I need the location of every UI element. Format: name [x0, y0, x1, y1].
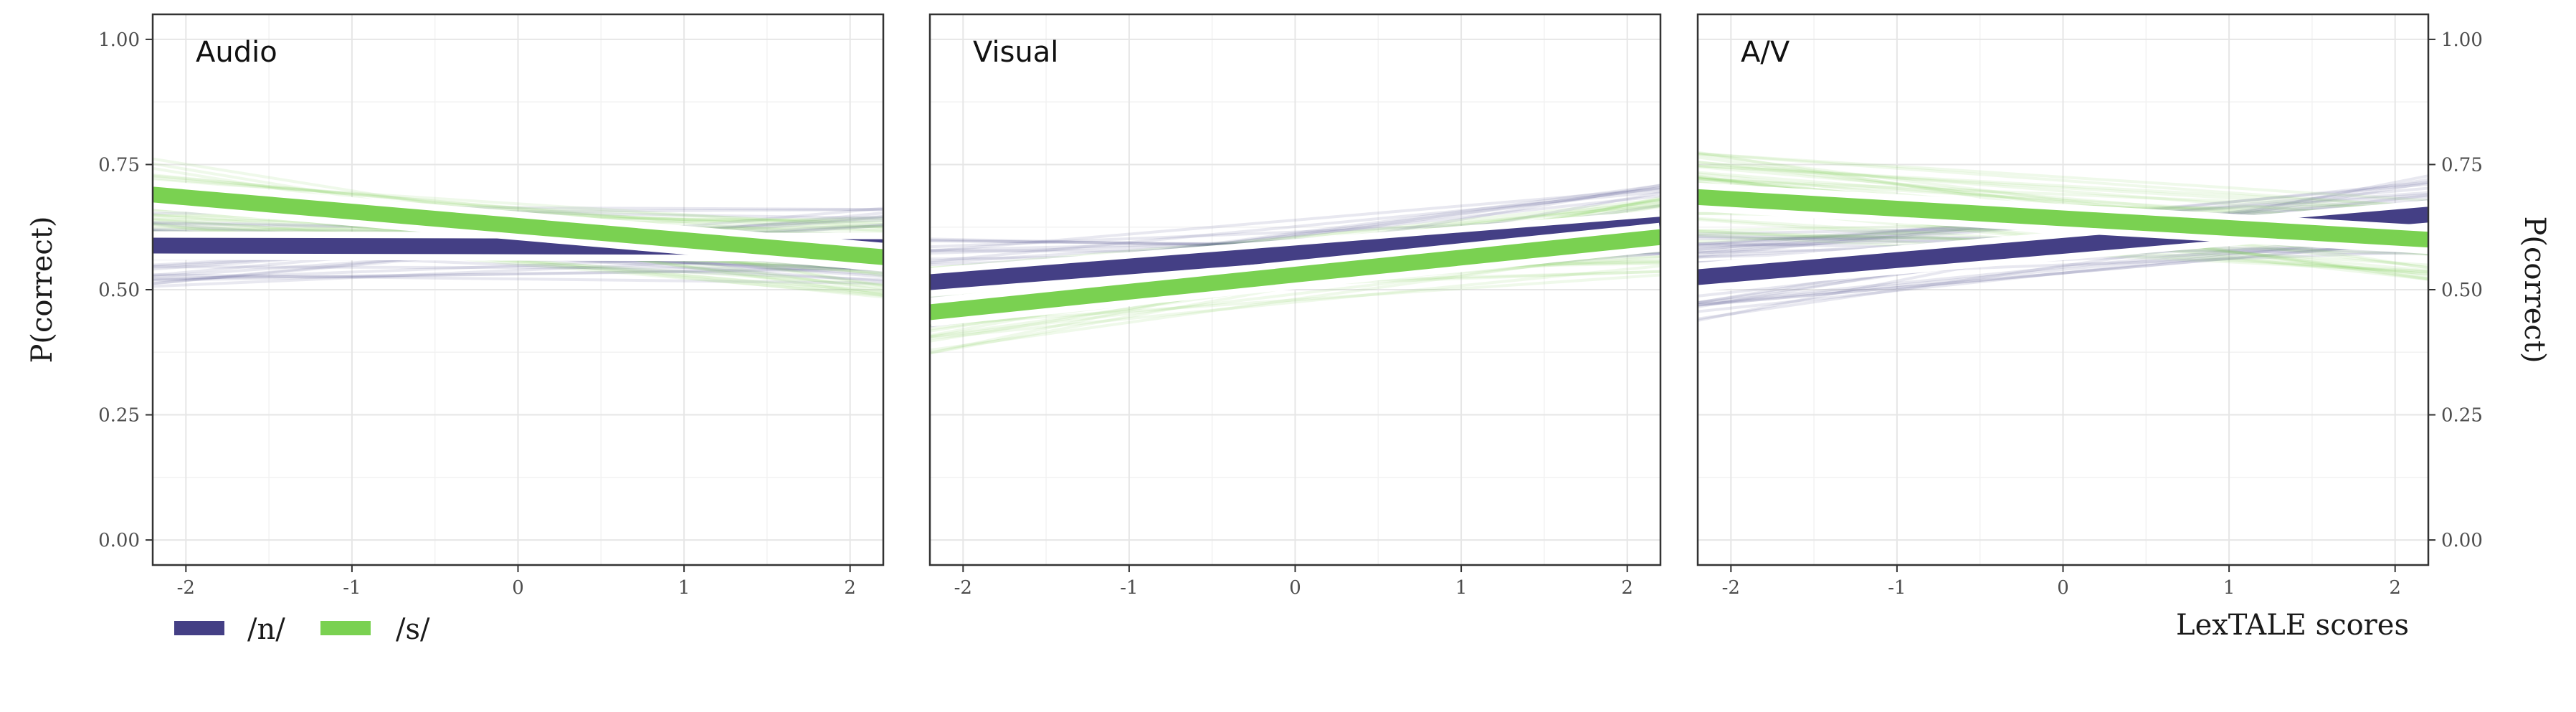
y-tick-label: 1.00: [2441, 29, 2483, 51]
x-tick-label: 2: [1621, 577, 1633, 599]
x-tick-label: 1: [678, 577, 690, 599]
x-axis-title: LexTALE scores: [2176, 609, 2409, 642]
y-tick-label: 0.25: [98, 405, 140, 427]
legend-key-s: [320, 621, 371, 635]
panel-title: A/V: [1741, 36, 1790, 69]
y-tick-label: 0.50: [2441, 280, 2483, 301]
x-tick-label: 0: [1289, 577, 1301, 599]
y-axis-title-left: P(correct): [26, 217, 59, 364]
replicate-line: [152, 176, 884, 240]
panel-1: Visual -2 -1 0 1 2: [928, 13, 1663, 599]
replicate-line: [152, 273, 884, 285]
panel-title: Visual: [973, 36, 1058, 69]
x-tick-label: -1: [343, 577, 361, 599]
x-tick-label: -1: [1888, 577, 1906, 599]
y-tick-label: 0.50: [98, 280, 140, 301]
x-tick-label: -1: [1120, 577, 1138, 599]
replicate-line: [929, 264, 1661, 340]
x-tick-label: 2: [2389, 577, 2401, 599]
legend-key-n: [174, 621, 224, 635]
x-tick-label: 1: [1455, 577, 1468, 599]
replicate-line: [929, 187, 1661, 253]
y-tick-label: 0.00: [98, 530, 140, 551]
replicate-line: [1697, 164, 2429, 208]
panel-2: A/V -2 -1 0 1 2 0.00 0.25 0.50 0.75 1.00: [1696, 13, 2483, 599]
replicate-line: [1697, 177, 2429, 212]
series-line-s: [152, 186, 884, 265]
replicate-line: [929, 273, 1661, 327]
replicate-line: [1697, 164, 2429, 212]
replicate-line: [1697, 152, 2429, 202]
y-tick-label: 0.00: [2441, 530, 2483, 551]
series-line-n: [929, 217, 1661, 290]
series-line-s: [1697, 189, 2429, 248]
legend: /n/ /s/: [174, 613, 430, 646]
replicate-line: [1697, 239, 2429, 307]
replicate-line: [929, 247, 1661, 352]
y-tick-label: 0.75: [2441, 154, 2483, 176]
x-tick-label: -2: [177, 577, 195, 599]
replicate-line: [1697, 161, 2429, 222]
x-tick-label: 1: [2223, 577, 2235, 599]
replicate-line: [152, 174, 884, 243]
panel-0: Audio -2 -1 0 1 2 0.00 0.25 0.50 0.75 1.00: [98, 13, 885, 599]
series-line-s: [928, 229, 1662, 321]
replicate-line: [152, 266, 884, 282]
legend-label-s: /s/: [396, 613, 430, 646]
legend-label-n: /n/: [247, 613, 285, 646]
replicate-line: [929, 204, 1661, 270]
replicate-line: [1697, 152, 2429, 209]
y-tick-label: 0.25: [2441, 405, 2483, 427]
replicate-line: [1697, 232, 2429, 313]
y-tick-label: 0.75: [98, 154, 140, 176]
y-tick-label: 1.00: [98, 29, 140, 51]
replicate-line: [1697, 239, 2429, 307]
x-tick-label: 0: [512, 577, 524, 599]
replicate-line: [929, 190, 1661, 263]
x-tick-label: -2: [954, 577, 972, 599]
replicate-line: [152, 179, 884, 229]
panel-title: Audio: [196, 36, 277, 69]
y-axis-title-right: P(correct): [2518, 217, 2551, 364]
x-tick-label: -2: [1722, 577, 1740, 599]
replicate-line: [152, 267, 884, 280]
x-tick-label: 2: [844, 577, 856, 599]
replicate-line: [152, 265, 884, 270]
x-tick-label: 0: [2057, 577, 2069, 599]
replicate-line: [929, 250, 1661, 338]
